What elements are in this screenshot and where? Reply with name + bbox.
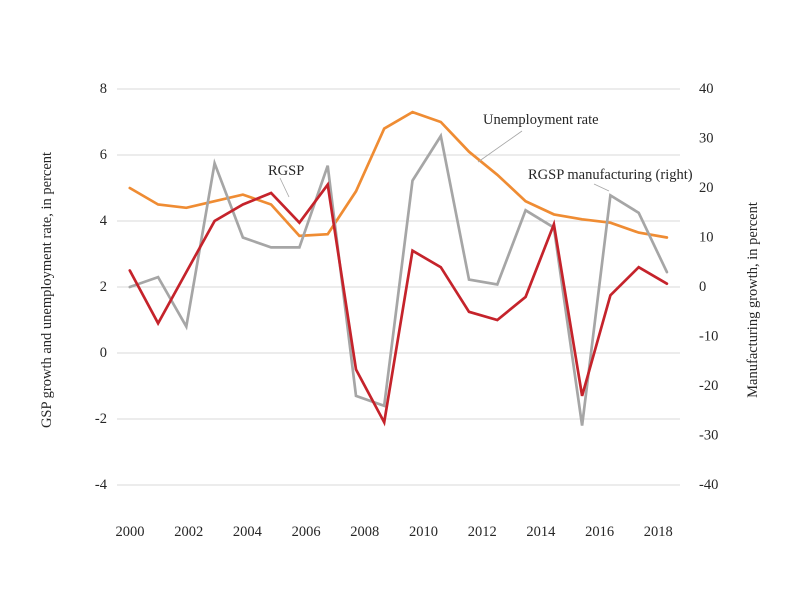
y-left-tick-label: 0 <box>100 345 107 361</box>
series-line-rgsp <box>128 181 669 427</box>
annotation-leader-line <box>279 177 290 198</box>
y-right-tick-label: 20 <box>699 180 714 196</box>
x-tick-label: 2008 <box>350 524 379 540</box>
annotation-rgsp-manufacturing-right: RGSP manufacturing (right) <box>528 167 693 183</box>
y-left-tick-label: 2 <box>100 279 107 295</box>
y-right-tick-label: -10 <box>699 329 718 345</box>
x-tick-label: 2014 <box>526 524 556 540</box>
x-tick-label: 2010 <box>409 524 438 540</box>
y-left-tick-label: 6 <box>100 147 107 163</box>
y-right-tick-label: 30 <box>699 131 714 147</box>
x-tick-label: 2018 <box>644 524 673 540</box>
y-left-tick-label: -2 <box>95 411 107 427</box>
annotation-rgsp: RGSP <box>268 163 304 179</box>
right-axis-title: Manufacturing growth, in percent <box>745 202 761 398</box>
series-line-unemployment-rate <box>128 110 669 239</box>
x-tick-label: 2004 <box>233 524 263 540</box>
left-axis-title: GSP growth and unemployment rate, in per… <box>39 152 55 428</box>
annotation-unemployment-rate: Unemployment rate <box>483 112 599 128</box>
x-tick-label: 2016 <box>585 524 614 540</box>
x-tick-label: 2012 <box>468 524 497 540</box>
annotation-leader-line <box>477 130 523 163</box>
annotation-leader-line <box>593 183 610 192</box>
x-tick-label: 2002 <box>174 524 203 540</box>
y-right-tick-label: -30 <box>699 428 718 444</box>
y-left-tick-label: -4 <box>95 477 108 493</box>
y-right-tick-label: 40 <box>699 81 714 97</box>
x-tick-label: 2006 <box>292 524 321 540</box>
y-left-tick-label: 8 <box>100 81 107 97</box>
y-right-tick-label: -40 <box>699 477 718 493</box>
y-right-tick-label: 0 <box>699 279 706 295</box>
x-tick-label: 2000 <box>116 524 145 540</box>
y-right-tick-label: -20 <box>699 378 718 394</box>
series-line-rgsp-manufacturing-right <box>128 132 669 426</box>
y-left-tick-label: 4 <box>100 213 108 229</box>
y-right-tick-label: 10 <box>699 230 714 246</box>
